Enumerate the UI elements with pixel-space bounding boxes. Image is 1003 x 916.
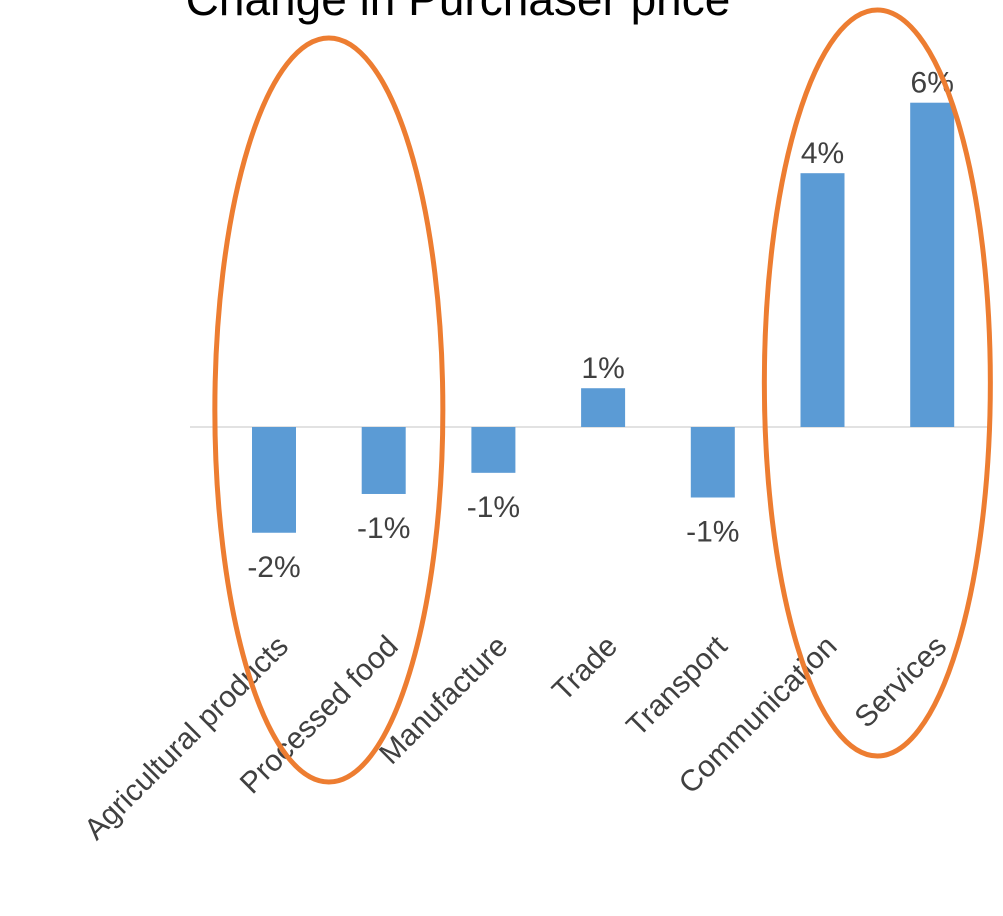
data-label-trade: 1% bbox=[581, 352, 624, 385]
data-label-agricultural-products: -2% bbox=[247, 551, 300, 584]
data-label-transport: -1% bbox=[686, 516, 739, 549]
data-label-manufacture: -1% bbox=[467, 491, 520, 524]
data-label-processed-food: -1% bbox=[357, 512, 410, 545]
category-label-services: Services bbox=[848, 630, 953, 735]
data-label-communication: 4% bbox=[801, 137, 844, 170]
bar-services bbox=[910, 102, 955, 427]
data-labels-layer: -2%-1%-1%1%-1%4%6% bbox=[247, 67, 954, 584]
bar-communication bbox=[800, 173, 845, 427]
bar-trade bbox=[581, 388, 626, 427]
bars-layer bbox=[252, 102, 955, 533]
category-label-trade: Trade bbox=[546, 630, 624, 708]
bar-agricultural-products bbox=[252, 427, 296, 533]
highlights-layer bbox=[212, 7, 993, 785]
category-label-agricultural-products: Agricultural products bbox=[78, 630, 295, 847]
bar-transport bbox=[690, 427, 735, 498]
highlight-ellipse-agricultural-products-processed-food bbox=[212, 35, 446, 785]
highlight-ellipse-communication-services bbox=[761, 7, 993, 759]
bar-manufacture bbox=[471, 427, 516, 473]
category-label-transport: Transport bbox=[620, 629, 734, 743]
chart-title: Change in Purchaser price bbox=[186, 0, 731, 25]
bar-processed-food bbox=[361, 427, 406, 494]
